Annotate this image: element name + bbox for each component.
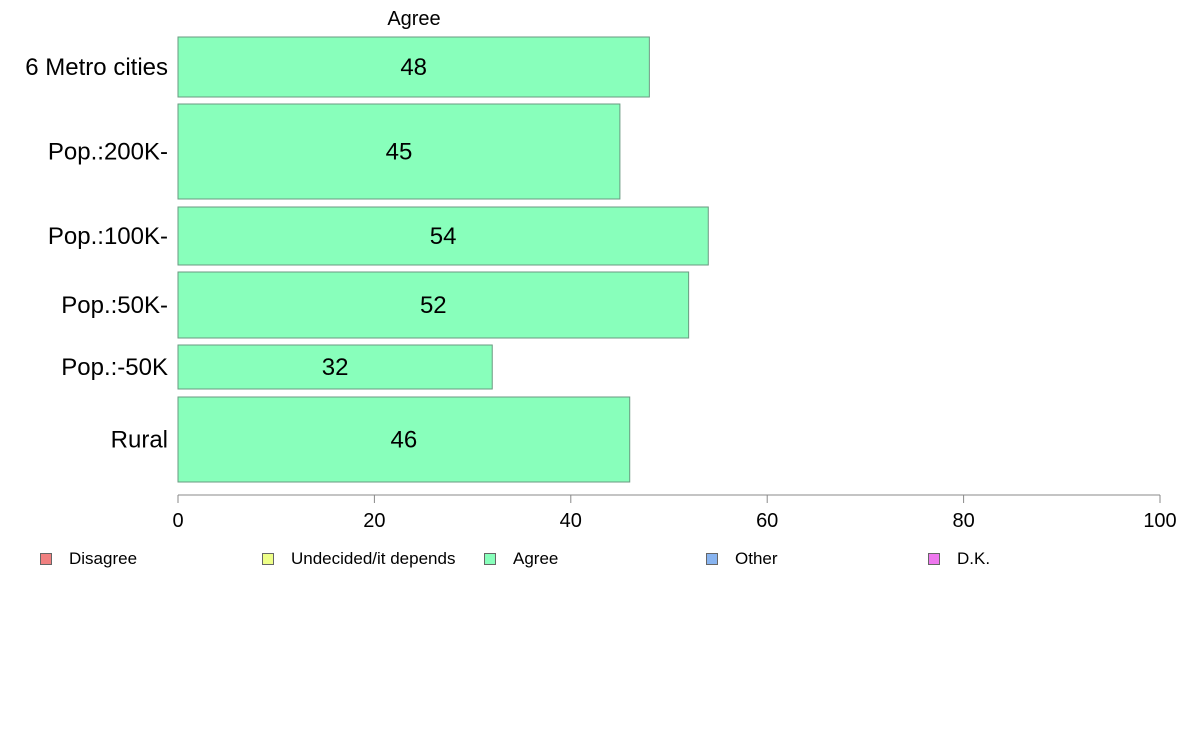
bar-5	[177, 396, 631, 483]
category-label-0: 6 Metro cities	[25, 54, 168, 81]
legend-label-2: Agree	[513, 549, 559, 568]
legend-item-1: Undecided/it depends	[262, 548, 455, 570]
bar-value-label-3: 52	[420, 292, 447, 319]
bar-value-label-2: 54	[430, 223, 457, 250]
x-tick-label-0: 0	[172, 510, 183, 532]
chart-title: Agree	[387, 8, 440, 30]
legend-swatch-1	[262, 553, 274, 565]
legend-item-4: D.K.	[928, 548, 990, 570]
legend-label-1: Undecided/it depends	[291, 549, 456, 568]
legend-swatch-3	[706, 553, 718, 565]
bar-value-label-0: 48	[400, 54, 427, 81]
x-tick-label-1: 20	[363, 510, 385, 532]
bar-value-label-1: 45	[386, 139, 413, 166]
category-label-3: Pop.:50K-	[61, 292, 168, 319]
legend-swatch-0	[40, 553, 52, 565]
legend-item-2: Agree	[484, 548, 558, 570]
bar-0	[177, 36, 650, 98]
x-tick-label-5: 100	[1143, 510, 1176, 532]
bar-1	[177, 103, 621, 200]
bar-4	[177, 344, 493, 390]
bar-value-label-4: 32	[322, 354, 349, 381]
category-label-5: Rural	[111, 427, 168, 454]
bar-value-label-5: 46	[391, 427, 418, 454]
bar-3	[177, 271, 690, 339]
x-tick-label-3: 60	[756, 510, 778, 532]
x-tick-label-2: 40	[560, 510, 582, 532]
legend-label-3: Other	[735, 549, 778, 568]
category-label-1: Pop.:200K-	[48, 139, 168, 166]
legend-label-4: D.K.	[957, 549, 991, 568]
legend-swatch-2	[484, 553, 496, 565]
legend-item-0: Disagree	[40, 548, 137, 570]
chart-legend: Disagree Undecided/it depends Agree Other D.…	[0, 548, 1188, 570]
legend-item-3: Other	[706, 548, 778, 570]
bar-2	[177, 206, 709, 266]
x-tick-label-4: 80	[952, 510, 974, 532]
category-label-2: Pop.:100K-	[48, 223, 168, 250]
legend-label-0: Disagree	[69, 549, 138, 568]
category-label-4: Pop.:-50K	[61, 354, 168, 381]
legend-swatch-4	[928, 553, 940, 565]
